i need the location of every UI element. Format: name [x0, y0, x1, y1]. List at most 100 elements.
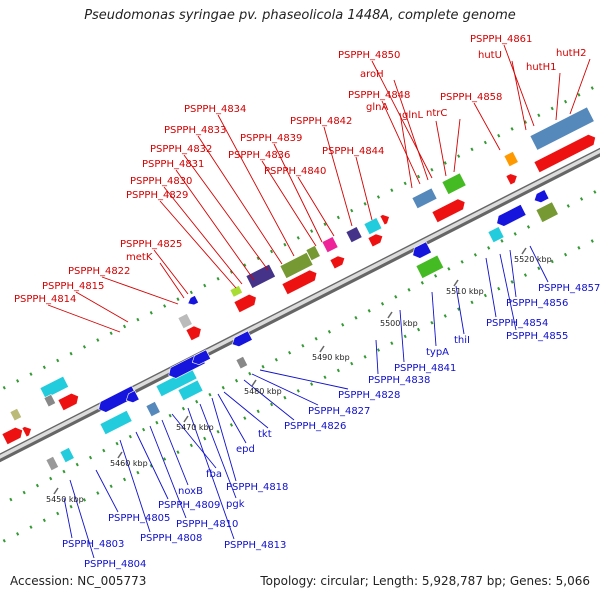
forward-gene-label: PSPPH_4814 [14, 294, 76, 305]
leader-line [431, 291, 437, 347]
leader-line [569, 58, 591, 115]
gene-block-1 [21, 426, 32, 438]
gene-block-27 [345, 226, 363, 244]
gene-block-36 [529, 106, 595, 151]
gene-block-13 [177, 379, 204, 402]
forward-gene-label: glnA [366, 102, 388, 113]
gene-block-22 [279, 251, 314, 279]
leader-line [175, 169, 255, 281]
reverse-gene-label: PSPPH_4827 [308, 406, 370, 417]
forward-gene-label: ntrC [426, 108, 447, 119]
gene-block-42 [535, 201, 559, 223]
dot-ring-1 [9, 187, 600, 502]
leader-line [161, 419, 189, 486]
leader-line [485, 257, 497, 318]
reverse-gene-label: PSPPH_4841 [394, 363, 456, 374]
genome-stats-label: Topology: circular; Length: 5,928,787 bp… [260, 574, 590, 588]
forward-gene-label: PSPPH_4825 [120, 239, 182, 250]
scale-tick [117, 451, 123, 459]
forward-gene-label: PSPPH_4844 [322, 146, 384, 157]
leader-line [217, 393, 247, 444]
leader-line [251, 373, 319, 406]
leader-line [211, 397, 237, 482]
leader-line [199, 403, 237, 499]
gene-block-9 [98, 385, 138, 413]
leader-line [503, 44, 535, 127]
reverse-gene-label: PSPPH_4856 [506, 298, 568, 309]
forward-gene-label: PSPPH_4834 [184, 104, 246, 115]
gene-block-39 [415, 254, 445, 279]
gene-block-31 [411, 187, 438, 210]
reverse-gene-label: PSPPH_4838 [368, 375, 430, 386]
leader-line [243, 379, 295, 421]
leader-line [159, 200, 237, 289]
leader-line [163, 186, 243, 285]
gene-block-18 [187, 295, 199, 306]
scale-tick [521, 247, 527, 255]
gene-block-29 [367, 233, 384, 248]
gene-block-0 [1, 426, 23, 446]
forward-gene-label: PSPPH_4833 [164, 125, 226, 136]
scale-tick-label: 5480 kbp [244, 387, 282, 396]
leader-line [355, 156, 373, 221]
gene-block-11 [145, 401, 161, 418]
gene-block-40 [487, 226, 505, 244]
reverse-gene-label: PSPPH_4813 [224, 540, 286, 551]
leader-line [375, 339, 379, 375]
gene-labels: PSPPH_4814 PSPPH_4815 PSPPH_4822 metK PSPPH_… [14, 34, 600, 570]
gene-block-2 [39, 375, 70, 400]
gene-block-30 [379, 214, 390, 226]
gene-block-3 [57, 392, 79, 412]
leader-line [529, 245, 549, 283]
leader-line [297, 176, 335, 237]
reverse-gene-label: PSPPH_4809 [158, 500, 220, 511]
gene-block-38 [412, 241, 432, 259]
reverse-gene-label: fba [206, 469, 222, 480]
gene-block-24 [305, 245, 321, 262]
leader-line [119, 439, 151, 533]
leader-line [223, 391, 269, 429]
gene-block-8 [99, 409, 133, 436]
leader-line [261, 160, 317, 247]
leader-line [393, 79, 429, 181]
reverse-gene-label: PSPPH_4805 [108, 513, 170, 524]
leader-line [183, 154, 269, 271]
reverse-gene-label: PSPPH_4808 [140, 533, 202, 544]
gene-block-23 [281, 269, 318, 296]
forward-gene-label: PSPPH_4861 [470, 34, 532, 45]
reverse-gene-label: PSPPH_4804 [84, 559, 146, 570]
leader-line [159, 262, 185, 299]
forward-gene-label: PSPPH_4822 [68, 266, 130, 277]
leader-line [63, 497, 73, 539]
reverse-gene-label: thiI [454, 335, 470, 346]
gene-block-33 [441, 172, 467, 195]
leader-line [171, 413, 217, 469]
forward-gene-label: PSPPH_4832 [150, 144, 212, 155]
forward-gene-label: PSPPH_4831 [142, 159, 204, 170]
leader-line [259, 369, 349, 390]
gene-block-25 [321, 236, 339, 254]
scale-tick-label: 5520 kbp [514, 255, 552, 264]
scale-tick-label: 5490 kbp [312, 353, 350, 362]
scale-tick-label: 5500 kbp [380, 319, 418, 328]
gene-block-34 [503, 151, 519, 168]
forward-gene-label: glnL [402, 110, 423, 121]
leader-line [455, 285, 465, 335]
leader-line [435, 120, 447, 177]
forward-gene-label: PSPPH_4842 [290, 116, 352, 127]
forward-gene-label: metK [126, 252, 153, 263]
forward-gene-label: PSPPH_4858 [440, 92, 502, 103]
leader-line [149, 425, 187, 519]
forward-gene-label: PSPPH_4848 [348, 90, 410, 101]
scale-ticks: 5450 kbp 5460 kbp 5470 kbp 5480 kbp 5490 kbp… [46, 247, 552, 504]
reverse-gene-label: pgk [226, 499, 245, 510]
scale-tick [53, 487, 59, 495]
gene-block-26 [329, 255, 346, 270]
leader-line [75, 291, 129, 323]
gene-block-45 [235, 355, 249, 370]
gene-block-37 [533, 133, 596, 174]
leader-line [187, 407, 235, 540]
scale-tick [387, 311, 393, 319]
gene-block-7 [45, 455, 59, 472]
forward-gene-label: PSPPH_4815 [42, 281, 104, 292]
